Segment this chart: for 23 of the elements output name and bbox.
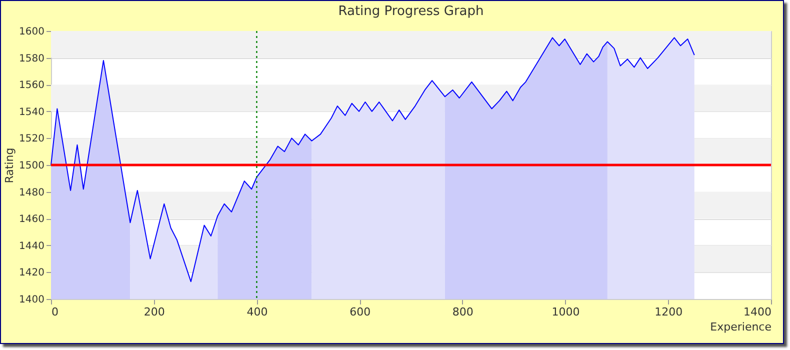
y-axis-title: Rating: [3, 148, 16, 184]
y-tick-label: 1520: [19, 134, 44, 145]
x-tick-label: 800: [452, 306, 474, 318]
y-tick-label: 1580: [19, 53, 44, 64]
y-tick-label: 1500: [19, 160, 44, 172]
y-tick-label: 1420: [19, 268, 44, 279]
x-tick-label: 0: [52, 306, 58, 318]
x-tick-label: 200: [144, 306, 165, 318]
x-tick-label: 1200: [654, 306, 683, 318]
chart-title: Rating Progress Graph: [338, 4, 484, 19]
y-tick-label: 1560: [19, 80, 44, 92]
y-tick-label: 1440: [19, 240, 44, 252]
x-axis-title: Experience: [710, 320, 772, 334]
x-tick-label: 400: [246, 306, 268, 318]
x-tick-label: 1400: [744, 306, 772, 318]
y-tick-label: 1460: [19, 214, 44, 226]
y-tick-label: 1480: [19, 187, 44, 198]
y-tick-label: 1600: [19, 26, 44, 38]
y-tick-label: 1540: [19, 106, 44, 118]
y-tick-label: 1400: [19, 294, 44, 306]
line-series: [50, 37, 695, 282]
x-tick-label: 1000: [552, 306, 580, 318]
x-tick-label: 600: [350, 306, 371, 318]
